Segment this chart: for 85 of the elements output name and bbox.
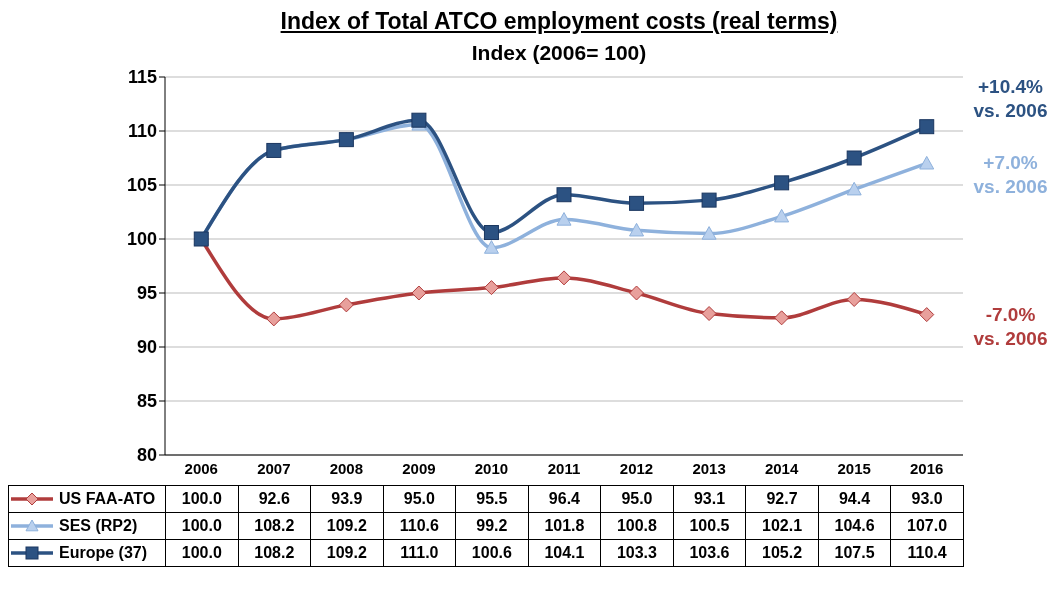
- x-tick-label: 2016: [910, 459, 944, 477]
- data-label: 107.0: [890, 512, 964, 540]
- data-label: 105.2: [745, 539, 819, 567]
- data-label: 100.6: [455, 539, 529, 567]
- point: [846, 291, 862, 307]
- x-tick-label: 2012: [619, 459, 654, 477]
- chart-subtitle: Index (2006= 100): [470, 41, 648, 65]
- data-label: 104.6: [818, 512, 891, 540]
- data-label: 100.0: [165, 485, 239, 513]
- annotation: +7.0% vs. 2006: [973, 152, 1048, 198]
- y-tick-label: 80: [136, 445, 157, 466]
- point: [556, 187, 572, 203]
- point: [411, 112, 427, 128]
- point: [701, 226, 717, 240]
- data-label: 108.2: [238, 539, 311, 567]
- point: [846, 181, 862, 196]
- data-label: 99.2: [455, 512, 529, 540]
- data-label: 93.0: [890, 485, 964, 513]
- data-label: 110.4: [890, 539, 964, 567]
- x-tick-label: 2008: [329, 459, 364, 477]
- data-label: 110.6: [383, 512, 456, 540]
- data-label: 108.2: [238, 512, 311, 540]
- legend-label: Europe (37): [8, 539, 166, 567]
- x-tick-label: 2011: [547, 459, 581, 477]
- legend-label: US FAA-ATO: [8, 485, 166, 513]
- point: [483, 225, 499, 241]
- point: [556, 270, 572, 286]
- point: [266, 311, 282, 327]
- data-label: 95.0: [600, 485, 674, 513]
- x-tick-label: 2013: [692, 459, 726, 477]
- data-label: 109.2: [310, 539, 384, 567]
- data-label: 96.4: [528, 485, 601, 513]
- point: [411, 285, 427, 301]
- data-label: 104.1: [528, 539, 601, 567]
- point: [919, 119, 935, 135]
- x-tick-label: 2009: [402, 459, 436, 477]
- point: [629, 195, 645, 211]
- y-tick-label: 95: [136, 283, 157, 304]
- x-tick-label: 2015: [837, 459, 871, 477]
- point: [774, 208, 790, 223]
- chart-title: Index of Total ATCO employment costs (real terms): [279, 8, 839, 35]
- point: [774, 175, 790, 191]
- x-tick-label: 2010: [474, 459, 509, 477]
- y-tick-label: 85: [136, 391, 157, 412]
- data-label: 100.0: [165, 539, 239, 567]
- point: [701, 306, 717, 322]
- data-label: 100.5: [673, 512, 746, 540]
- point: [846, 150, 862, 166]
- data-label: 93.9: [310, 485, 384, 513]
- point: [483, 280, 499, 296]
- data-label: 92.7: [745, 485, 819, 513]
- data-label: 103.3: [600, 539, 674, 567]
- annotation: +10.4% vs. 2006: [973, 75, 1048, 121]
- point: [919, 307, 935, 323]
- data-label: 111.0: [383, 539, 456, 567]
- annotation: -7.0% vs. 2006: [973, 303, 1048, 349]
- data-label: 102.1: [745, 512, 819, 540]
- point: [629, 285, 645, 301]
- point: [774, 310, 790, 326]
- data-label: 93.1: [673, 485, 746, 513]
- y-tick-label: 90: [136, 337, 157, 358]
- data-label: 92.6: [238, 485, 311, 513]
- y-tick-label: 100: [126, 229, 157, 250]
- data-label: 95.0: [383, 485, 456, 513]
- x-tick-label: 2006: [184, 459, 218, 477]
- data-label: 95.5: [455, 485, 529, 513]
- point: [483, 240, 499, 254]
- y-tick-label: 115: [127, 67, 157, 88]
- data-label: 100.0: [165, 512, 239, 540]
- point: [629, 222, 645, 237]
- data-label: 94.4: [818, 485, 891, 513]
- x-tick-label: 2007: [257, 459, 291, 477]
- point: [556, 212, 572, 226]
- data-label: 107.5: [818, 539, 891, 567]
- data-label: 109.2: [310, 512, 384, 540]
- legend-label: SES (RP2): [8, 512, 166, 540]
- y-tick-label: 110: [127, 121, 157, 142]
- point: [701, 192, 717, 208]
- point: [338, 297, 354, 313]
- y-tick-label: 105: [126, 175, 157, 196]
- data-label: 101.8: [528, 512, 601, 540]
- x-tick-label: 2014: [764, 459, 799, 477]
- point: [919, 155, 935, 170]
- data-label: 100.8: [600, 512, 674, 540]
- data-label: 103.6: [673, 539, 746, 567]
